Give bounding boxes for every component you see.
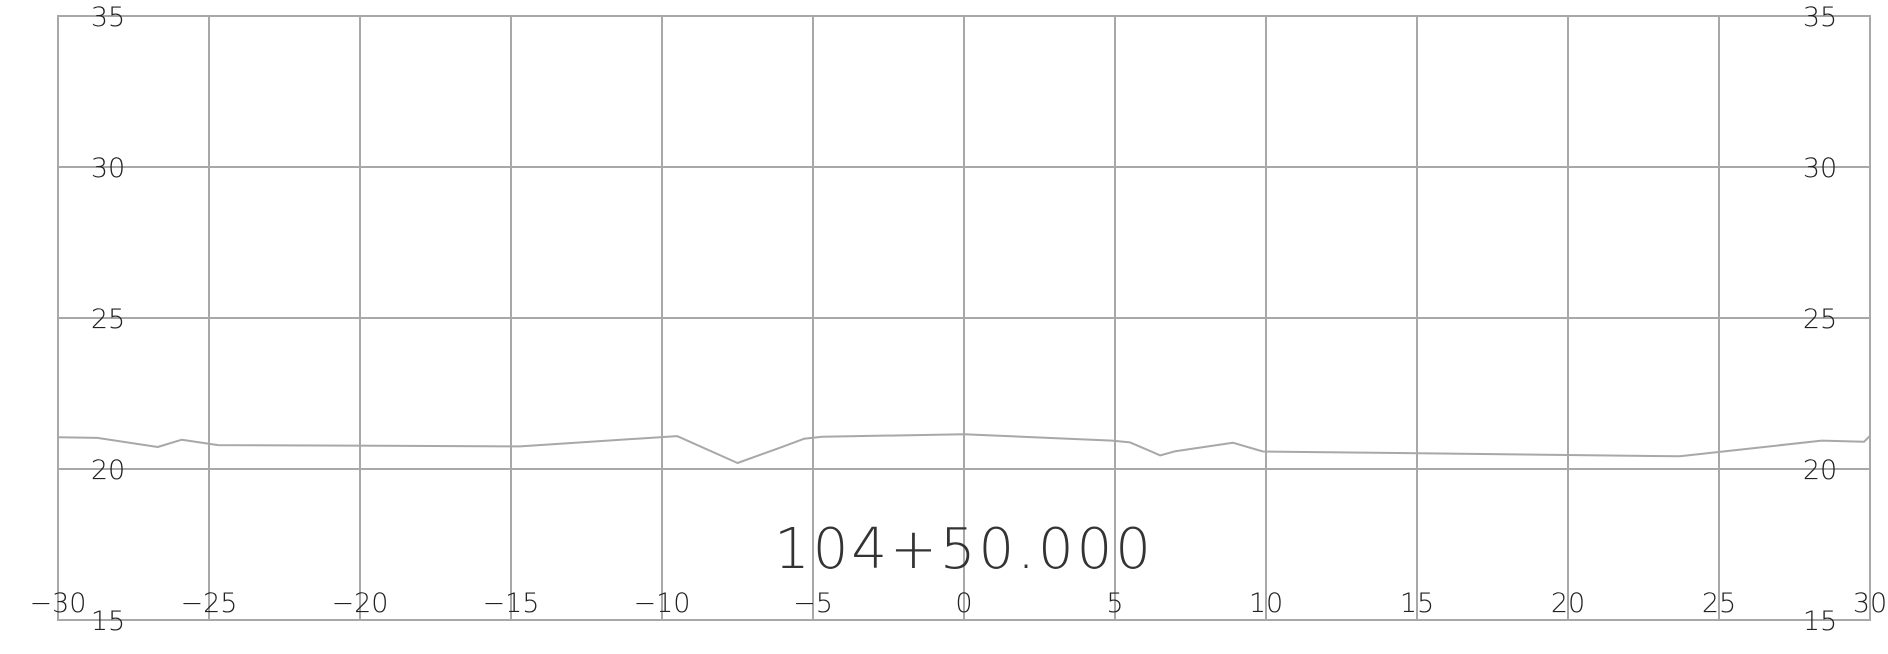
tick-labels: −30 −25 −20 −15 −10 −5 0 5 10 15 20 25 30 35 35 30 30 25 2… bbox=[30, 2, 1888, 637]
x-tick-label: 25 bbox=[1702, 588, 1736, 619]
y-tick-label-left: 20 bbox=[91, 455, 125, 486]
x-tick-label: 20 bbox=[1551, 588, 1585, 619]
y-tick-label-right: 30 bbox=[1803, 153, 1837, 184]
x-tick-label: −10 bbox=[634, 588, 691, 619]
station-title: 104+50.000 bbox=[774, 517, 1154, 582]
y-tick-label-right: 15 bbox=[1803, 606, 1837, 637]
x-tick-label: 15 bbox=[1400, 588, 1434, 619]
y-tick-label-left: 35 bbox=[91, 2, 125, 33]
x-tick-label: 30 bbox=[1853, 588, 1887, 619]
profile-series-line bbox=[57, 433, 1871, 464]
grid bbox=[57, 15, 1871, 621]
ground-profile bbox=[57, 433, 1871, 464]
y-tick-label-right: 20 bbox=[1803, 455, 1837, 486]
x-tick-label: −5 bbox=[793, 588, 833, 619]
y-tick-label-left: 30 bbox=[91, 153, 125, 184]
x-tick-label: −15 bbox=[483, 588, 540, 619]
x-tick-label: −25 bbox=[181, 588, 238, 619]
y-tick-label-left: 25 bbox=[91, 304, 125, 335]
y-tick-label-right: 35 bbox=[1803, 2, 1837, 33]
x-tick-label: 10 bbox=[1249, 588, 1283, 619]
y-tick-label-left: 15 bbox=[91, 606, 125, 637]
x-tick-label: −20 bbox=[332, 588, 389, 619]
x-tick-label: 5 bbox=[1106, 588, 1123, 619]
y-tick-label-right: 25 bbox=[1803, 304, 1837, 335]
x-tick-label: −30 bbox=[30, 588, 87, 619]
x-tick-label: 0 bbox=[955, 588, 972, 619]
